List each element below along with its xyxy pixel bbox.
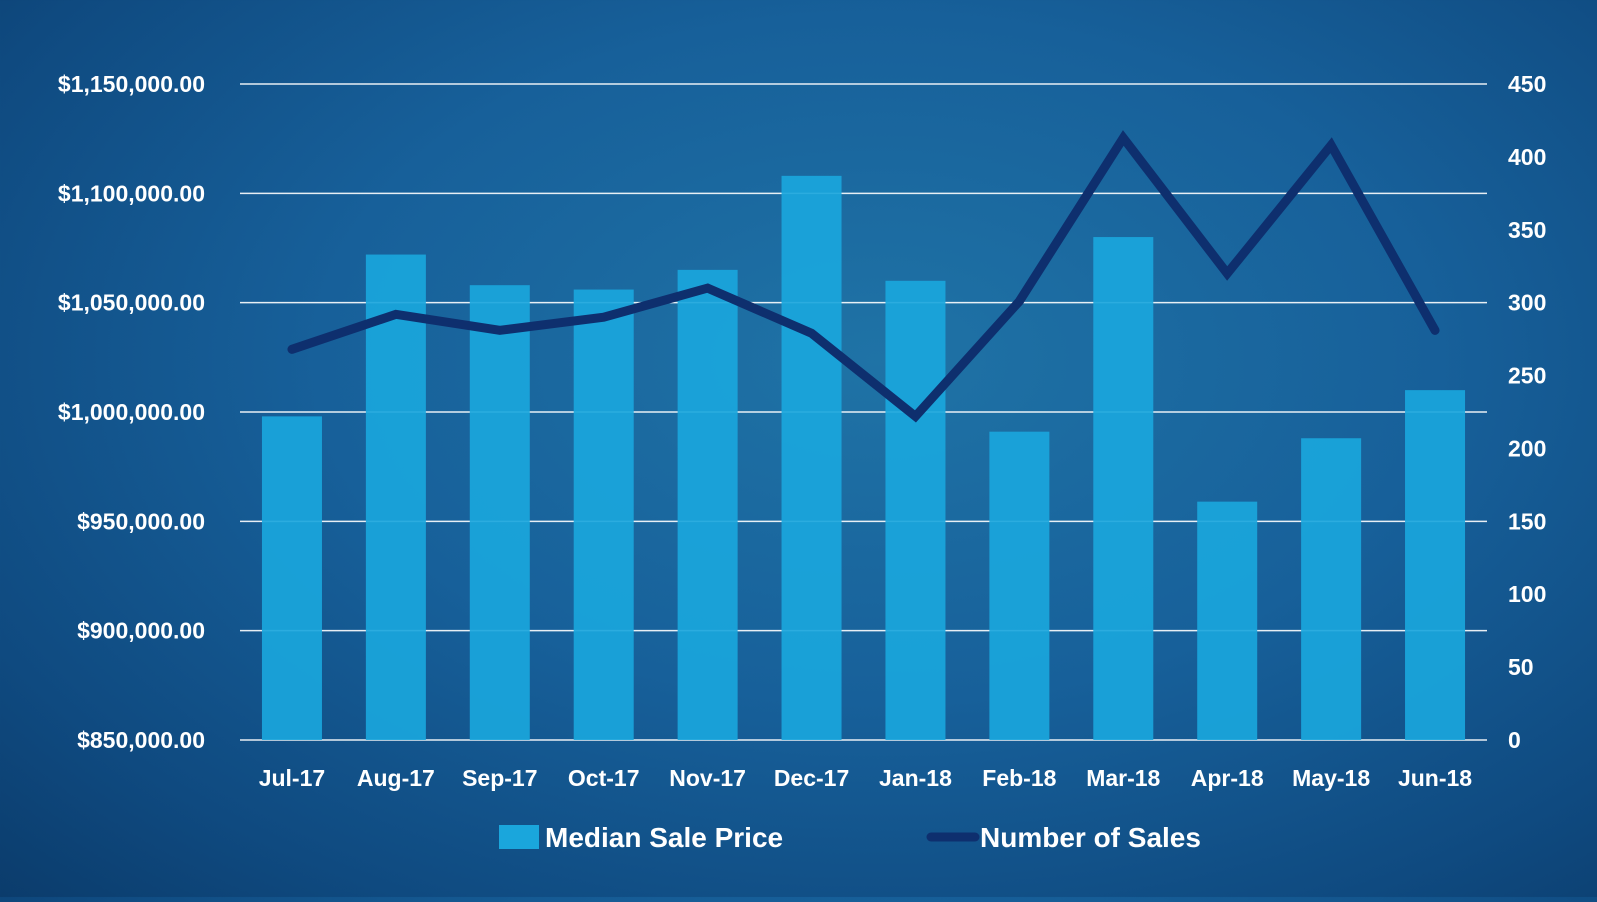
x-tick-label: Jun-18 [1398, 765, 1472, 791]
right-tick-label: 350 [1508, 217, 1546, 243]
left-tick-label: $1,050,000.00 [58, 290, 205, 316]
left-tick-label: $850,000.00 [77, 727, 205, 753]
left-tick-label: $1,000,000.00 [58, 399, 205, 425]
left-y-axis: $850,000.00 $900,000.00 $950,000.00 $1,000,… [58, 71, 205, 753]
x-tick-label: Oct-17 [568, 765, 640, 791]
bar-Feb-18 [989, 431, 1050, 740]
left-tick-label: $900,000.00 [77, 618, 205, 644]
legend-label-number-of-sales: Number of Sales [980, 822, 1201, 853]
right-tick-label: 0 [1508, 727, 1521, 753]
bar-Jul-17 [261, 416, 322, 740]
x-tick-label: May-18 [1292, 765, 1370, 791]
line-point-May-18 [1330, 144, 1332, 146]
bar-Apr-18 [1197, 501, 1258, 740]
legend-item-number-of-sales: Number of Sales [926, 822, 1201, 853]
left-tick-label: $1,100,000.00 [58, 180, 205, 206]
gridlines [240, 83, 1487, 741]
x-tick-label: Nov-17 [669, 765, 746, 791]
bar-Mar-18 [1093, 237, 1154, 741]
right-tick-label: 150 [1508, 508, 1546, 534]
bar-Dec-17 [781, 175, 842, 741]
right-tick-label: 450 [1508, 71, 1546, 97]
legend-item-median-sale-price: Median Sale Price [499, 822, 783, 853]
left-tick-label: $950,000.00 [77, 508, 205, 534]
right-tick-label: 250 [1508, 363, 1546, 389]
legend-swatch-bar [499, 825, 539, 849]
bar-May-18 [1301, 438, 1362, 740]
line-point-Jun-18 [1434, 329, 1436, 331]
line-point-Jul-17 [291, 348, 293, 350]
x-axis: Jul-17 Aug-17 Sep-17 Oct-17 Nov-17 Dec-17 Jan-… [259, 765, 1473, 791]
legend-label-median-sale-price: Median Sale Price [545, 822, 783, 853]
right-tick-label: 50 [1508, 654, 1534, 680]
left-tick-label: $1,150,000.00 [58, 71, 205, 97]
line-point-Oct-17 [603, 316, 605, 318]
line-point-Aug-17 [395, 313, 397, 315]
bar-Nov-17 [677, 269, 738, 740]
line-point-Nov-17 [707, 287, 709, 289]
right-tick-label: 400 [1508, 144, 1546, 170]
legend: Median Sale Price Number of Sales [499, 822, 1201, 853]
bar-Jan-18 [885, 280, 946, 740]
line-point-Jan-18 [914, 415, 916, 417]
x-tick-label: Feb-18 [982, 765, 1056, 791]
bar-Aug-17 [365, 254, 426, 740]
bar-Sep-17 [469, 285, 530, 740]
x-tick-label: Apr-18 [1191, 765, 1264, 791]
x-tick-label: Dec-17 [774, 765, 849, 791]
line-series-number-of-sales [287, 130, 1440, 423]
x-tick-label: Sep-17 [462, 765, 537, 791]
line-point-Mar-18 [1122, 137, 1124, 139]
line-point-Feb-18 [1018, 300, 1020, 302]
line-path-number-of-sales [287, 130, 1440, 423]
right-tick-label: 300 [1508, 290, 1546, 316]
x-tick-label: Jan-18 [879, 765, 952, 791]
x-tick-label: Jul-17 [259, 765, 325, 791]
bar-Oct-17 [573, 289, 634, 740]
right-tick-label: 200 [1508, 435, 1546, 461]
x-tick-label: Mar-18 [1086, 765, 1160, 791]
line-point-Dec-17 [811, 332, 813, 334]
right-y-axis: 0 50 100 150 200 250 300 350 400 450 [1508, 71, 1546, 753]
bar-series-median-sale-price [261, 175, 1466, 741]
line-point-Sep-17 [499, 329, 501, 331]
line-point-Apr-18 [1226, 273, 1228, 275]
right-tick-label: 100 [1508, 581, 1546, 607]
bar-Jun-18 [1405, 390, 1466, 740]
x-tick-label: Aug-17 [357, 765, 435, 791]
